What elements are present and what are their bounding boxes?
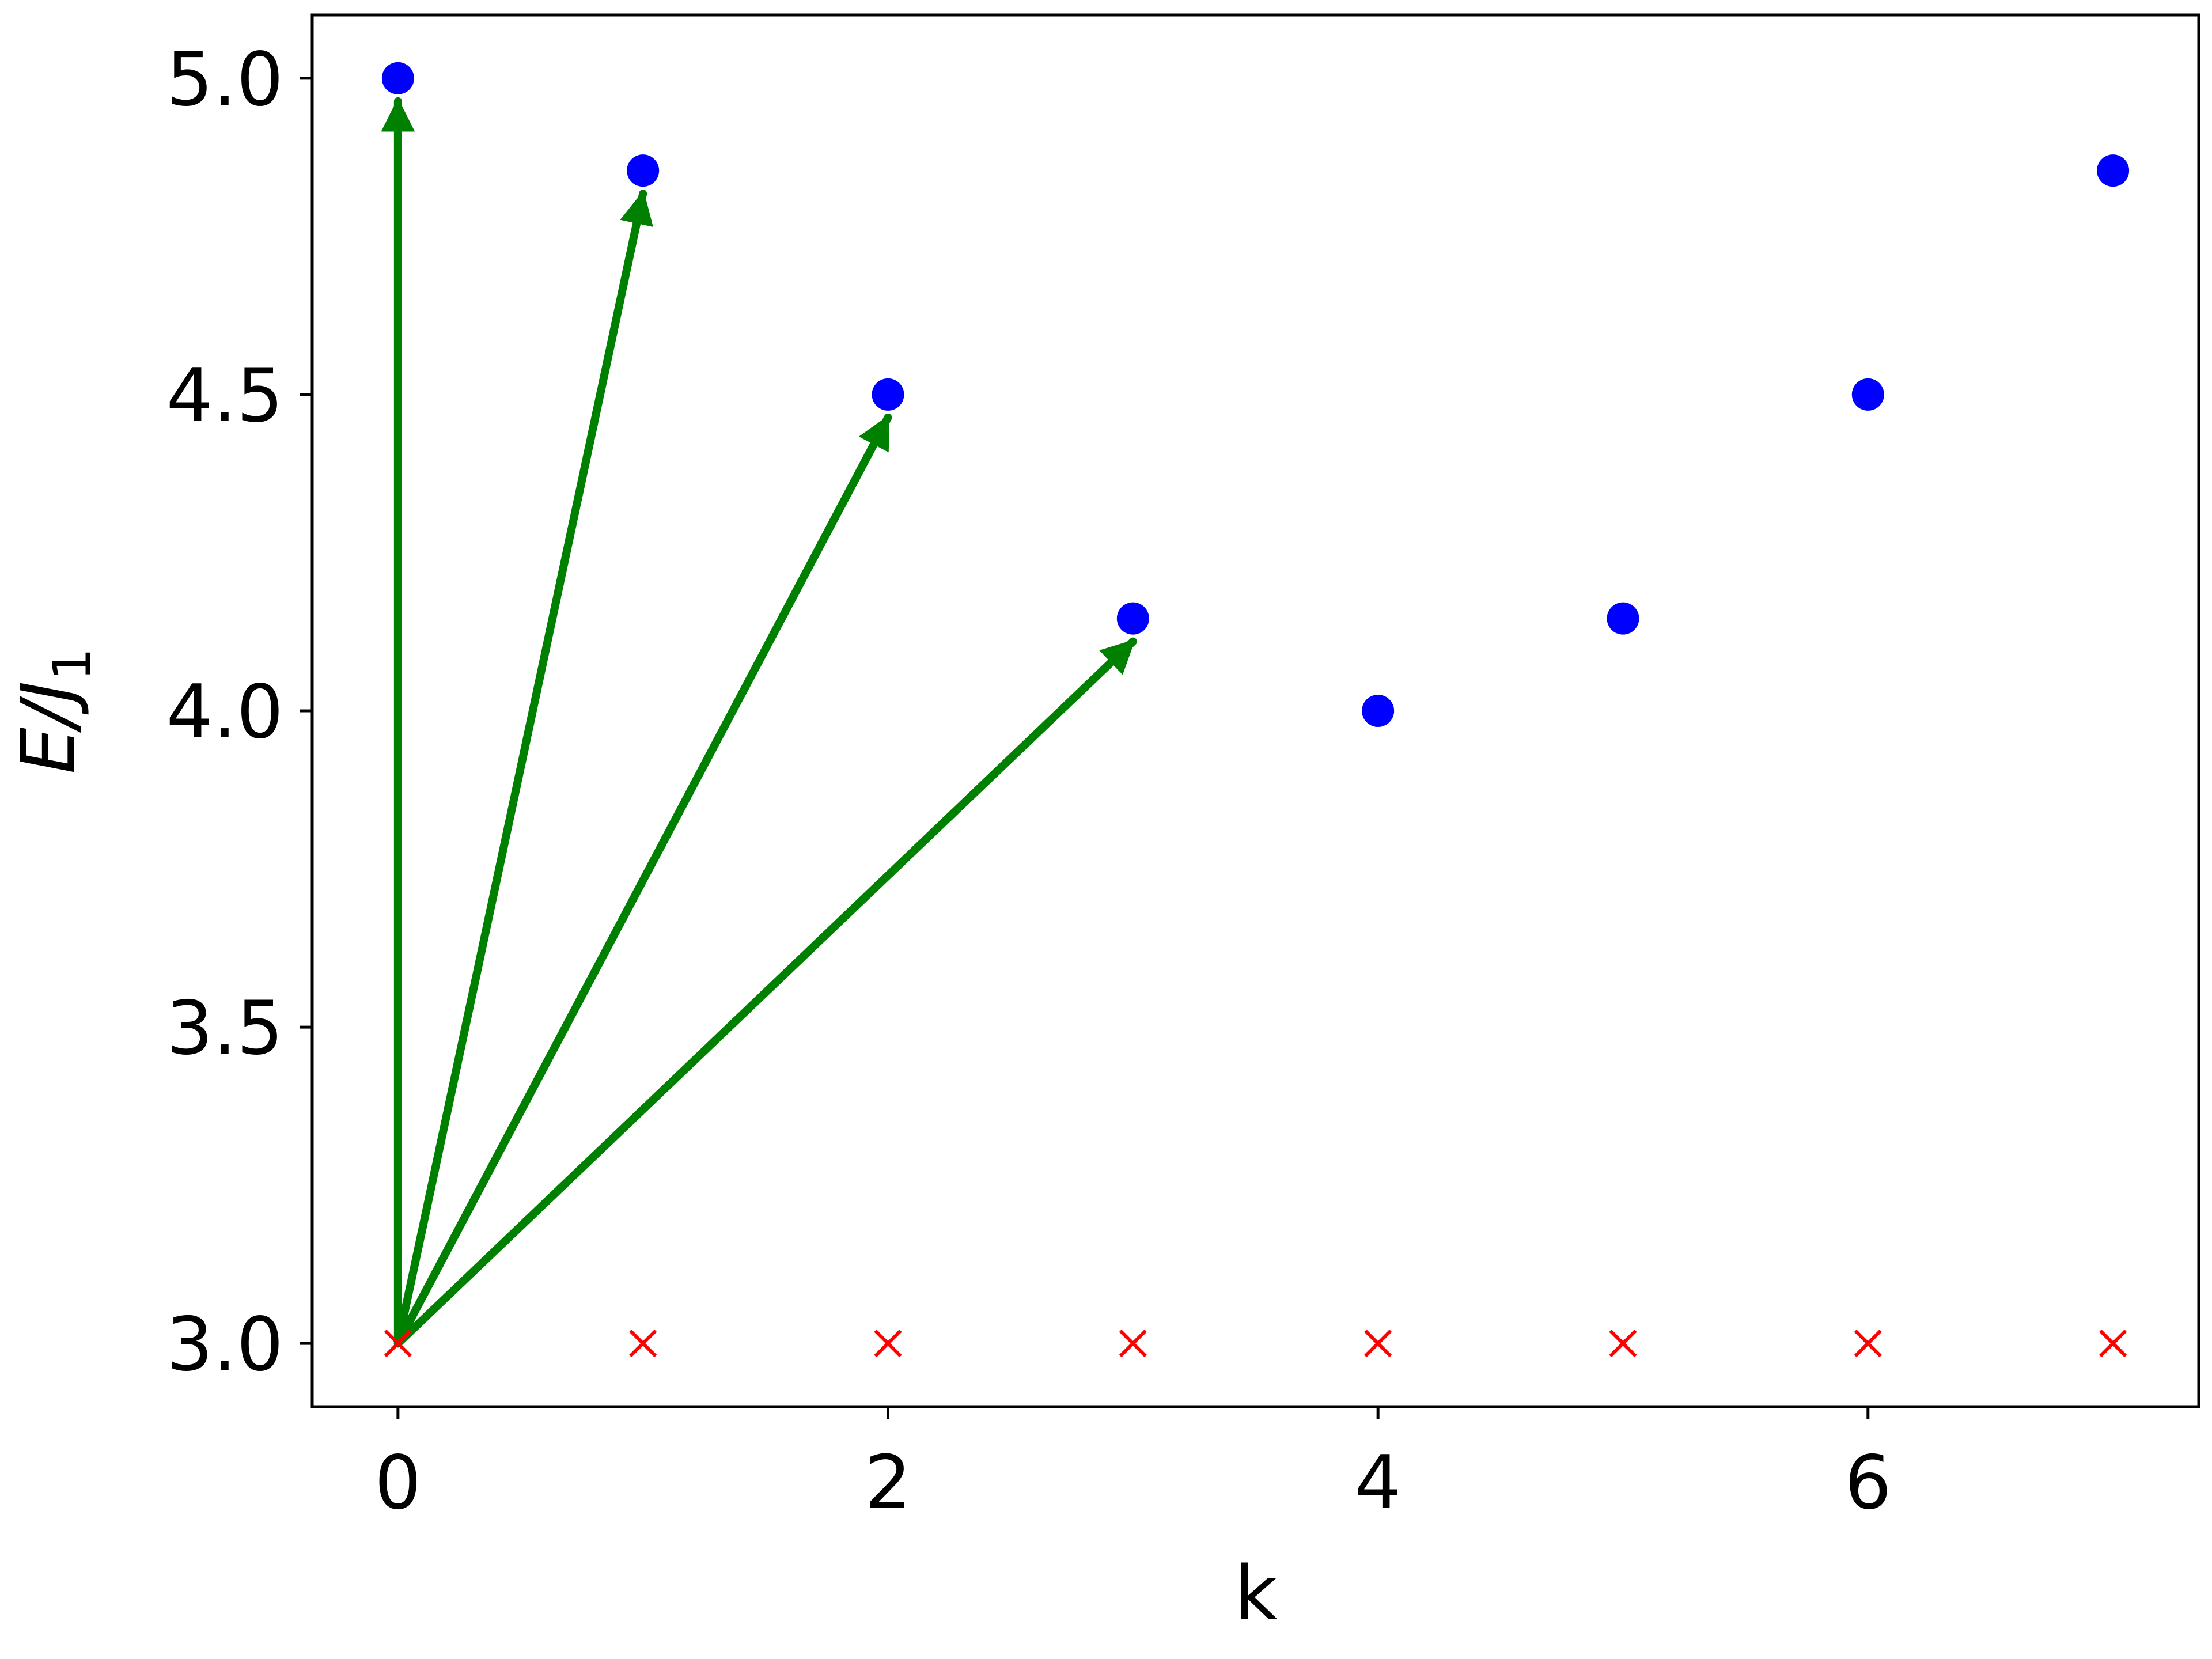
data-point-x-stroke — [1119, 1330, 1147, 1358]
y-tick-label: 3.5 — [166, 986, 283, 1071]
data-point-circle — [2097, 154, 2130, 187]
transition-arrow — [393, 413, 892, 1348]
data-point-x — [1119, 1330, 1147, 1358]
x-tick-label: 0 — [374, 1440, 421, 1526]
data-point-circle — [1851, 378, 1884, 411]
y-tick-label: 3.0 — [166, 1302, 283, 1388]
data-point-x-stroke — [384, 1330, 412, 1358]
data-point-x-stroke — [1609, 1330, 1637, 1358]
data-point-x-stroke — [2099, 1330, 2127, 1358]
data-point-circle — [627, 154, 660, 187]
data-point-x — [1609, 1330, 1637, 1358]
data-point-x — [2099, 1330, 2127, 1358]
y-tick-label: 5.0 — [166, 37, 283, 123]
data-point-x-stroke — [629, 1330, 657, 1358]
plot-area-frame — [310, 13, 2200, 1408]
x-tick-label: 4 — [1354, 1440, 1401, 1526]
marks-layer — [381, 62, 2130, 1358]
data-point-circle — [1116, 602, 1149, 635]
data-point-circle — [1362, 695, 1395, 727]
data-point-circle — [872, 378, 904, 411]
y-tick-label: 4.0 — [166, 669, 283, 755]
data-point-x — [384, 1330, 412, 1358]
y-axis-label-subscript: 1 — [42, 647, 103, 680]
data-point-x — [1364, 1330, 1392, 1358]
data-point-circle — [1607, 602, 1639, 635]
axes-layer: 0 2 4 6 3.0 3.5 4.0 4.5 5.0 — [166, 37, 1891, 1526]
y-tick-label: 4.5 — [166, 353, 283, 439]
data-point-x-stroke — [1854, 1330, 1882, 1358]
y-axis-label-main: E/J — [6, 681, 92, 774]
data-point-x — [874, 1330, 902, 1358]
x-axis-label: k — [1234, 1551, 1277, 1637]
transition-arrow — [393, 190, 653, 1348]
y-axis-label: E/J1 — [6, 647, 103, 774]
data-point-x-stroke — [1364, 1330, 1392, 1358]
data-point-circle — [381, 62, 414, 94]
data-point-x — [1854, 1330, 1882, 1358]
transition-arrow — [393, 637, 1137, 1348]
x-tick-label: 6 — [1844, 1440, 1891, 1526]
data-point-x-stroke — [874, 1330, 902, 1358]
x-tick-label: 2 — [865, 1440, 911, 1526]
data-point-x — [629, 1330, 657, 1358]
